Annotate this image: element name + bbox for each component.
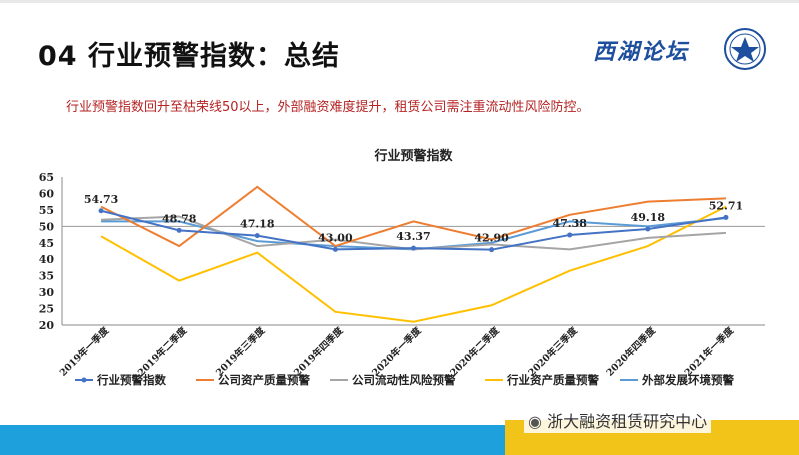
y-tick-label: 50 xyxy=(39,220,55,233)
x-tick-label: 2020年三季度 xyxy=(526,324,580,378)
data-label: 43.00 xyxy=(318,231,353,244)
legend-marker xyxy=(81,377,87,383)
y-tick-label: 45 xyxy=(39,237,54,250)
x-tick-label: 2019年三季度 xyxy=(213,324,267,378)
data-label: 48.78 xyxy=(162,212,197,225)
series-point xyxy=(723,214,729,220)
wechat-icon: ◉ xyxy=(528,412,542,431)
x-tick-label: 2019年四季度 xyxy=(291,324,345,378)
y-tick-label: 25 xyxy=(39,303,54,316)
university-emblem-icon xyxy=(724,28,766,70)
data-label: 54.73 xyxy=(84,193,118,206)
legend-label: 行业预警指数 xyxy=(96,373,166,387)
y-tick-label: 30 xyxy=(39,286,55,299)
legend-label: 外部发展环境预警 xyxy=(641,373,734,387)
legend-label: 公司资产质量预警 xyxy=(218,373,310,387)
series-point xyxy=(489,247,495,253)
y-tick-label: 55 xyxy=(39,204,54,217)
series-line xyxy=(100,205,727,323)
series-point xyxy=(98,208,104,214)
legend-label: 行业资产质量预警 xyxy=(506,373,599,387)
series-point xyxy=(411,245,416,251)
watermark: ◉ 浙大融资租赁研究中心 xyxy=(524,407,712,433)
watermark-text: 浙大融资租赁研究中心 xyxy=(547,412,708,431)
series-point xyxy=(254,233,260,239)
series-line xyxy=(100,185,726,248)
y-tick-label: 20 xyxy=(39,319,55,332)
series-point xyxy=(332,246,338,252)
x-tick-label: 2020年四季度 xyxy=(604,324,658,378)
data-label: 49.18 xyxy=(631,211,666,224)
data-label: 47.38 xyxy=(552,217,587,230)
series-point xyxy=(645,226,651,232)
chart-title: 行业预警指数 xyxy=(373,148,453,164)
forum-logo: 西湖论坛 xyxy=(593,39,690,65)
data-label: 43.37 xyxy=(396,230,430,243)
data-label: 47.18 xyxy=(240,218,275,231)
data-label: 42.90 xyxy=(474,232,509,245)
x-tick-label: 2020年二季度 xyxy=(448,324,502,378)
x-tick-label: 2019年一季度 xyxy=(57,324,111,378)
x-tick-label: 2019年二季度 xyxy=(135,324,189,378)
y-tick-label: 60 xyxy=(39,187,55,200)
series-point xyxy=(176,227,182,233)
series-point xyxy=(567,232,573,238)
page-title: 04 行业预警指数：总结 xyxy=(38,41,340,72)
warning-index-line-chart: 行业预警指数 20 25 30 35 40 45 50 55 60 65 54.73 48.78 47.1… xyxy=(39,148,765,387)
top-divider xyxy=(0,0,799,3)
y-tick-label: 65 xyxy=(39,171,54,184)
y-tick-label: 35 xyxy=(39,270,54,283)
summary-text: 行业预警指数回升至枯荣线50以上，外部融资难度提升，租赁公司需注重流动性风险防控… xyxy=(66,100,590,115)
legend-label: 公司流动性风险预警 xyxy=(352,373,456,387)
x-tick-label: 2021年一季度 xyxy=(682,324,736,378)
data-label: 52.71 xyxy=(709,199,743,212)
x-tick-label: 2020年一季度 xyxy=(370,324,424,378)
y-tick-label: 40 xyxy=(39,253,55,266)
